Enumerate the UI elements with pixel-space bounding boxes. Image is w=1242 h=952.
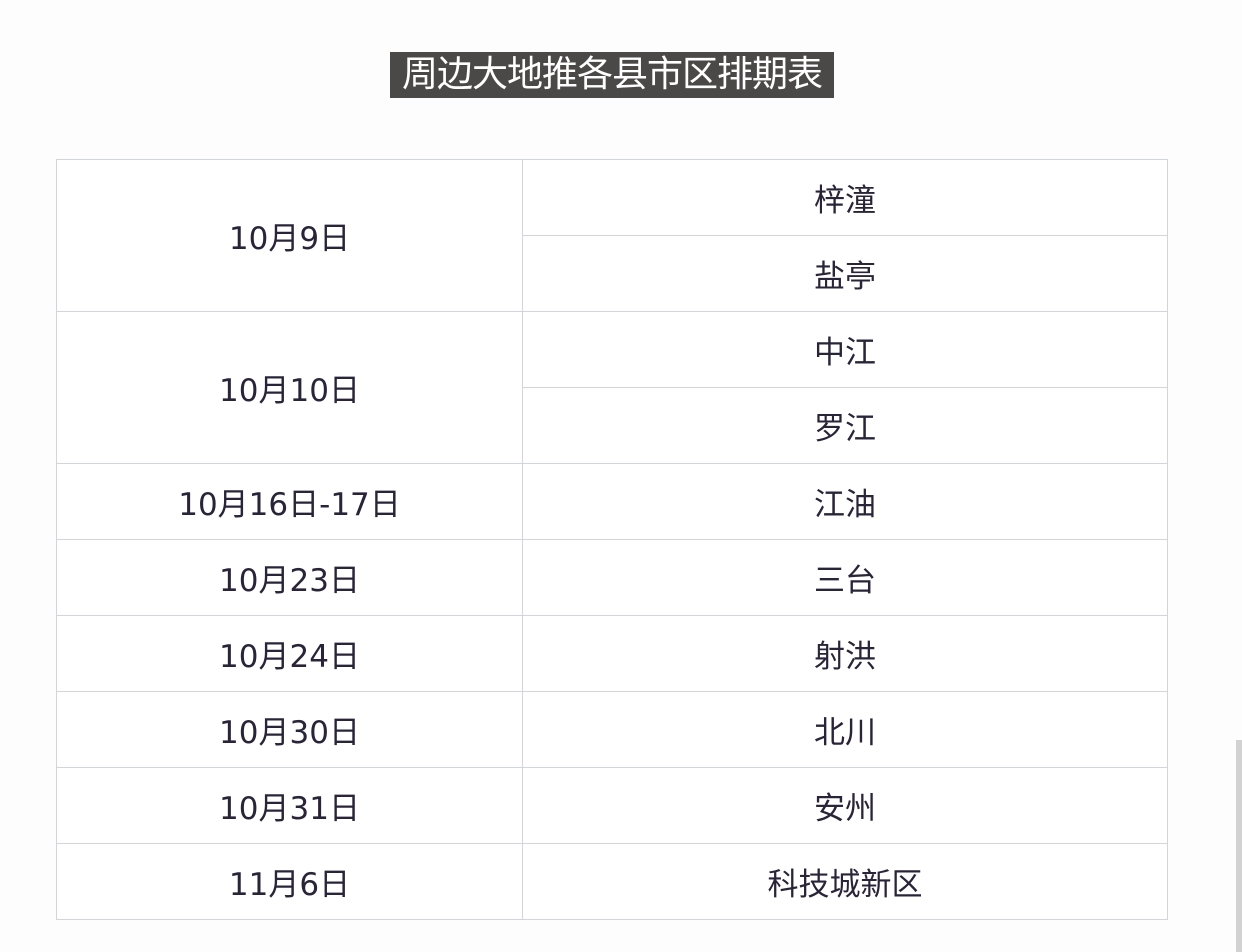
date-cell: 10月24日 xyxy=(56,615,523,692)
table-row: 10月23日 三台 xyxy=(56,539,1168,616)
date-cell: 10月10日 xyxy=(56,311,523,464)
table-row: 11月6日 科技城新区 xyxy=(56,843,1168,920)
place-cell: 盐亭 xyxy=(522,235,1168,312)
date-cell: 10月31日 xyxy=(56,767,523,844)
table-row: 10月31日 安州 xyxy=(56,767,1168,844)
table-row: 10月30日 北川 xyxy=(56,691,1168,768)
place-cell: 射洪 xyxy=(522,615,1168,692)
date-cell: 10月30日 xyxy=(56,691,523,768)
table-row: 盐亭 xyxy=(57,235,1168,312)
schedule-table: 10月9日 梓潼 盐亭 10月10日 中江 罗江 10月16日-17日 江油 1… xyxy=(56,159,1168,920)
place-cell: 科技城新区 xyxy=(522,843,1168,920)
place-cell: 罗江 xyxy=(522,387,1168,464)
table-row: 罗江 xyxy=(57,387,1168,464)
place-cell: 安州 xyxy=(522,767,1168,844)
place-cell: 江油 xyxy=(522,463,1168,540)
date-cell: 10月16日-17日 xyxy=(56,463,523,540)
place-cell: 北川 xyxy=(522,691,1168,768)
table-row: 10月24日 射洪 xyxy=(56,615,1168,692)
page-title: 周边大地推各县市区排期表 xyxy=(390,52,834,98)
date-cell: 10月9日 xyxy=(56,159,523,312)
place-cell: 梓潼 xyxy=(522,159,1168,236)
place-cell: 三台 xyxy=(522,539,1168,616)
scrollbar[interactable] xyxy=(1236,740,1242,952)
table-row: 10月10日 中江 xyxy=(56,311,1168,464)
place-cell: 中江 xyxy=(522,311,1168,388)
date-cell: 10月23日 xyxy=(56,539,523,616)
table-row: 10月9日 梓潼 xyxy=(56,159,1168,312)
date-cell: 11月6日 xyxy=(56,843,523,920)
table-row: 10月16日-17日 江油 xyxy=(56,463,1168,540)
